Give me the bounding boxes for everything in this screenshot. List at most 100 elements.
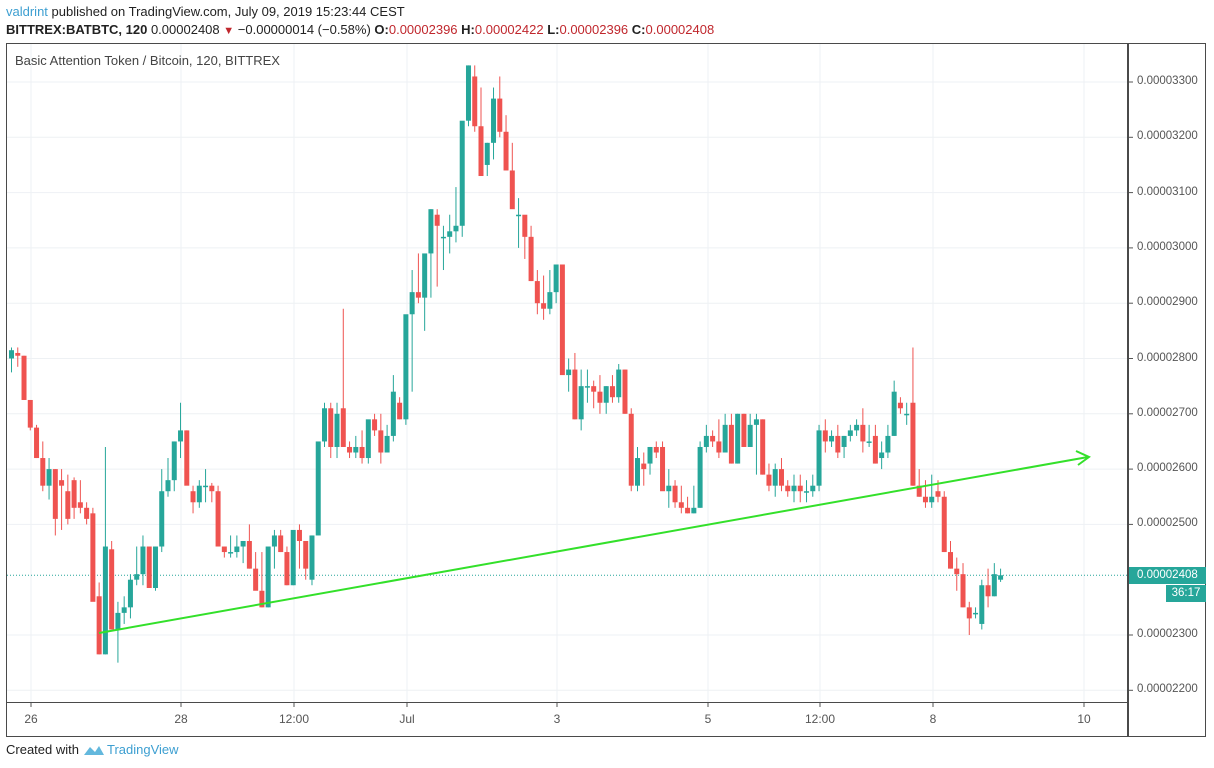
candle (96, 582, 102, 655)
candle (409, 270, 415, 392)
close-value: 0.00002408 (645, 22, 715, 37)
candle (109, 540, 115, 630)
candle (685, 496, 691, 514)
candle (265, 546, 271, 608)
candle (503, 115, 509, 171)
candle (203, 469, 209, 503)
candle (9, 347, 14, 373)
price-tick-label: 0.00002900 (1137, 296, 1198, 309)
candle (578, 369, 584, 431)
candle (90, 507, 96, 602)
candle (516, 198, 522, 248)
candle (591, 380, 597, 409)
candle (491, 87, 497, 160)
price-axis[interactable] (1128, 43, 1206, 737)
candle (541, 275, 547, 320)
author-link[interactable]: valdrint (6, 4, 48, 19)
candle (609, 375, 615, 403)
trendline[interactable] (98, 456, 1089, 634)
candle (534, 270, 540, 315)
candle (271, 529, 277, 569)
candle (572, 352, 578, 420)
price-tick-label: 0.00002800 (1137, 351, 1198, 364)
candle (221, 546, 227, 558)
tradingview-link[interactable]: TradingView (106, 742, 179, 757)
time-tick-label: 8 (929, 712, 937, 726)
candle (59, 469, 65, 530)
candle (397, 397, 403, 420)
candle (778, 458, 784, 492)
candle (459, 120, 465, 237)
candle (547, 270, 553, 315)
candle (747, 413, 753, 447)
candle (453, 187, 459, 243)
candle (678, 485, 684, 514)
candle (641, 452, 647, 486)
candle (922, 480, 928, 508)
candle (365, 419, 371, 464)
candle (691, 485, 697, 514)
countdown-badge: 36:17 (1166, 585, 1206, 602)
candle (998, 568, 1004, 582)
open-value: 0.00002396 (388, 22, 458, 37)
candle (841, 435, 847, 459)
candle (766, 463, 772, 492)
candle (278, 529, 284, 553)
candle (340, 308, 346, 447)
candle (165, 458, 171, 497)
time-tick-label: 10 (1077, 712, 1091, 726)
candle (378, 413, 384, 464)
candle (115, 601, 121, 663)
candle (34, 424, 40, 459)
candle (522, 214, 528, 259)
footer: Created with TradingView (6, 742, 179, 757)
candle (328, 402, 334, 459)
candle (835, 424, 841, 459)
candle (904, 402, 910, 425)
candle (584, 369, 590, 403)
candle (322, 402, 327, 447)
candle (628, 408, 634, 492)
candle (102, 446, 108, 655)
candle (46, 458, 52, 500)
candle (52, 469, 58, 536)
time-tick-label: Jul (399, 712, 415, 726)
price-tick-label: 0.00003300 (1137, 75, 1198, 87)
open-label: O: (374, 22, 389, 37)
candle (635, 446, 640, 492)
candle (228, 535, 234, 558)
low-value: 0.00002396 (559, 22, 629, 37)
candle (484, 142, 490, 177)
candle (785, 480, 791, 497)
candle (146, 546, 152, 588)
candle (209, 482, 215, 503)
candle (403, 314, 409, 425)
time-tick-label: 26 (24, 712, 38, 726)
last-price: 0.00002408 (150, 22, 220, 37)
candle (822, 419, 828, 453)
candle (284, 546, 290, 586)
candle (290, 529, 296, 586)
candle (215, 485, 221, 547)
time-tick-label: 12:00 (278, 712, 310, 726)
candle (84, 502, 90, 525)
time-axis[interactable] (6, 702, 1128, 737)
candle (140, 535, 146, 586)
candle (910, 347, 916, 486)
close-label: C: (631, 22, 646, 37)
candle (710, 430, 716, 447)
candle (21, 355, 27, 400)
candle (973, 607, 979, 619)
candle (152, 546, 158, 591)
candle (184, 430, 190, 486)
candle (559, 264, 565, 376)
candle (660, 441, 666, 492)
candle (240, 540, 246, 564)
candle (440, 225, 446, 271)
candle (196, 480, 202, 508)
candle (127, 574, 133, 619)
candle (497, 76, 503, 138)
candle (616, 364, 622, 403)
candle (672, 480, 678, 508)
